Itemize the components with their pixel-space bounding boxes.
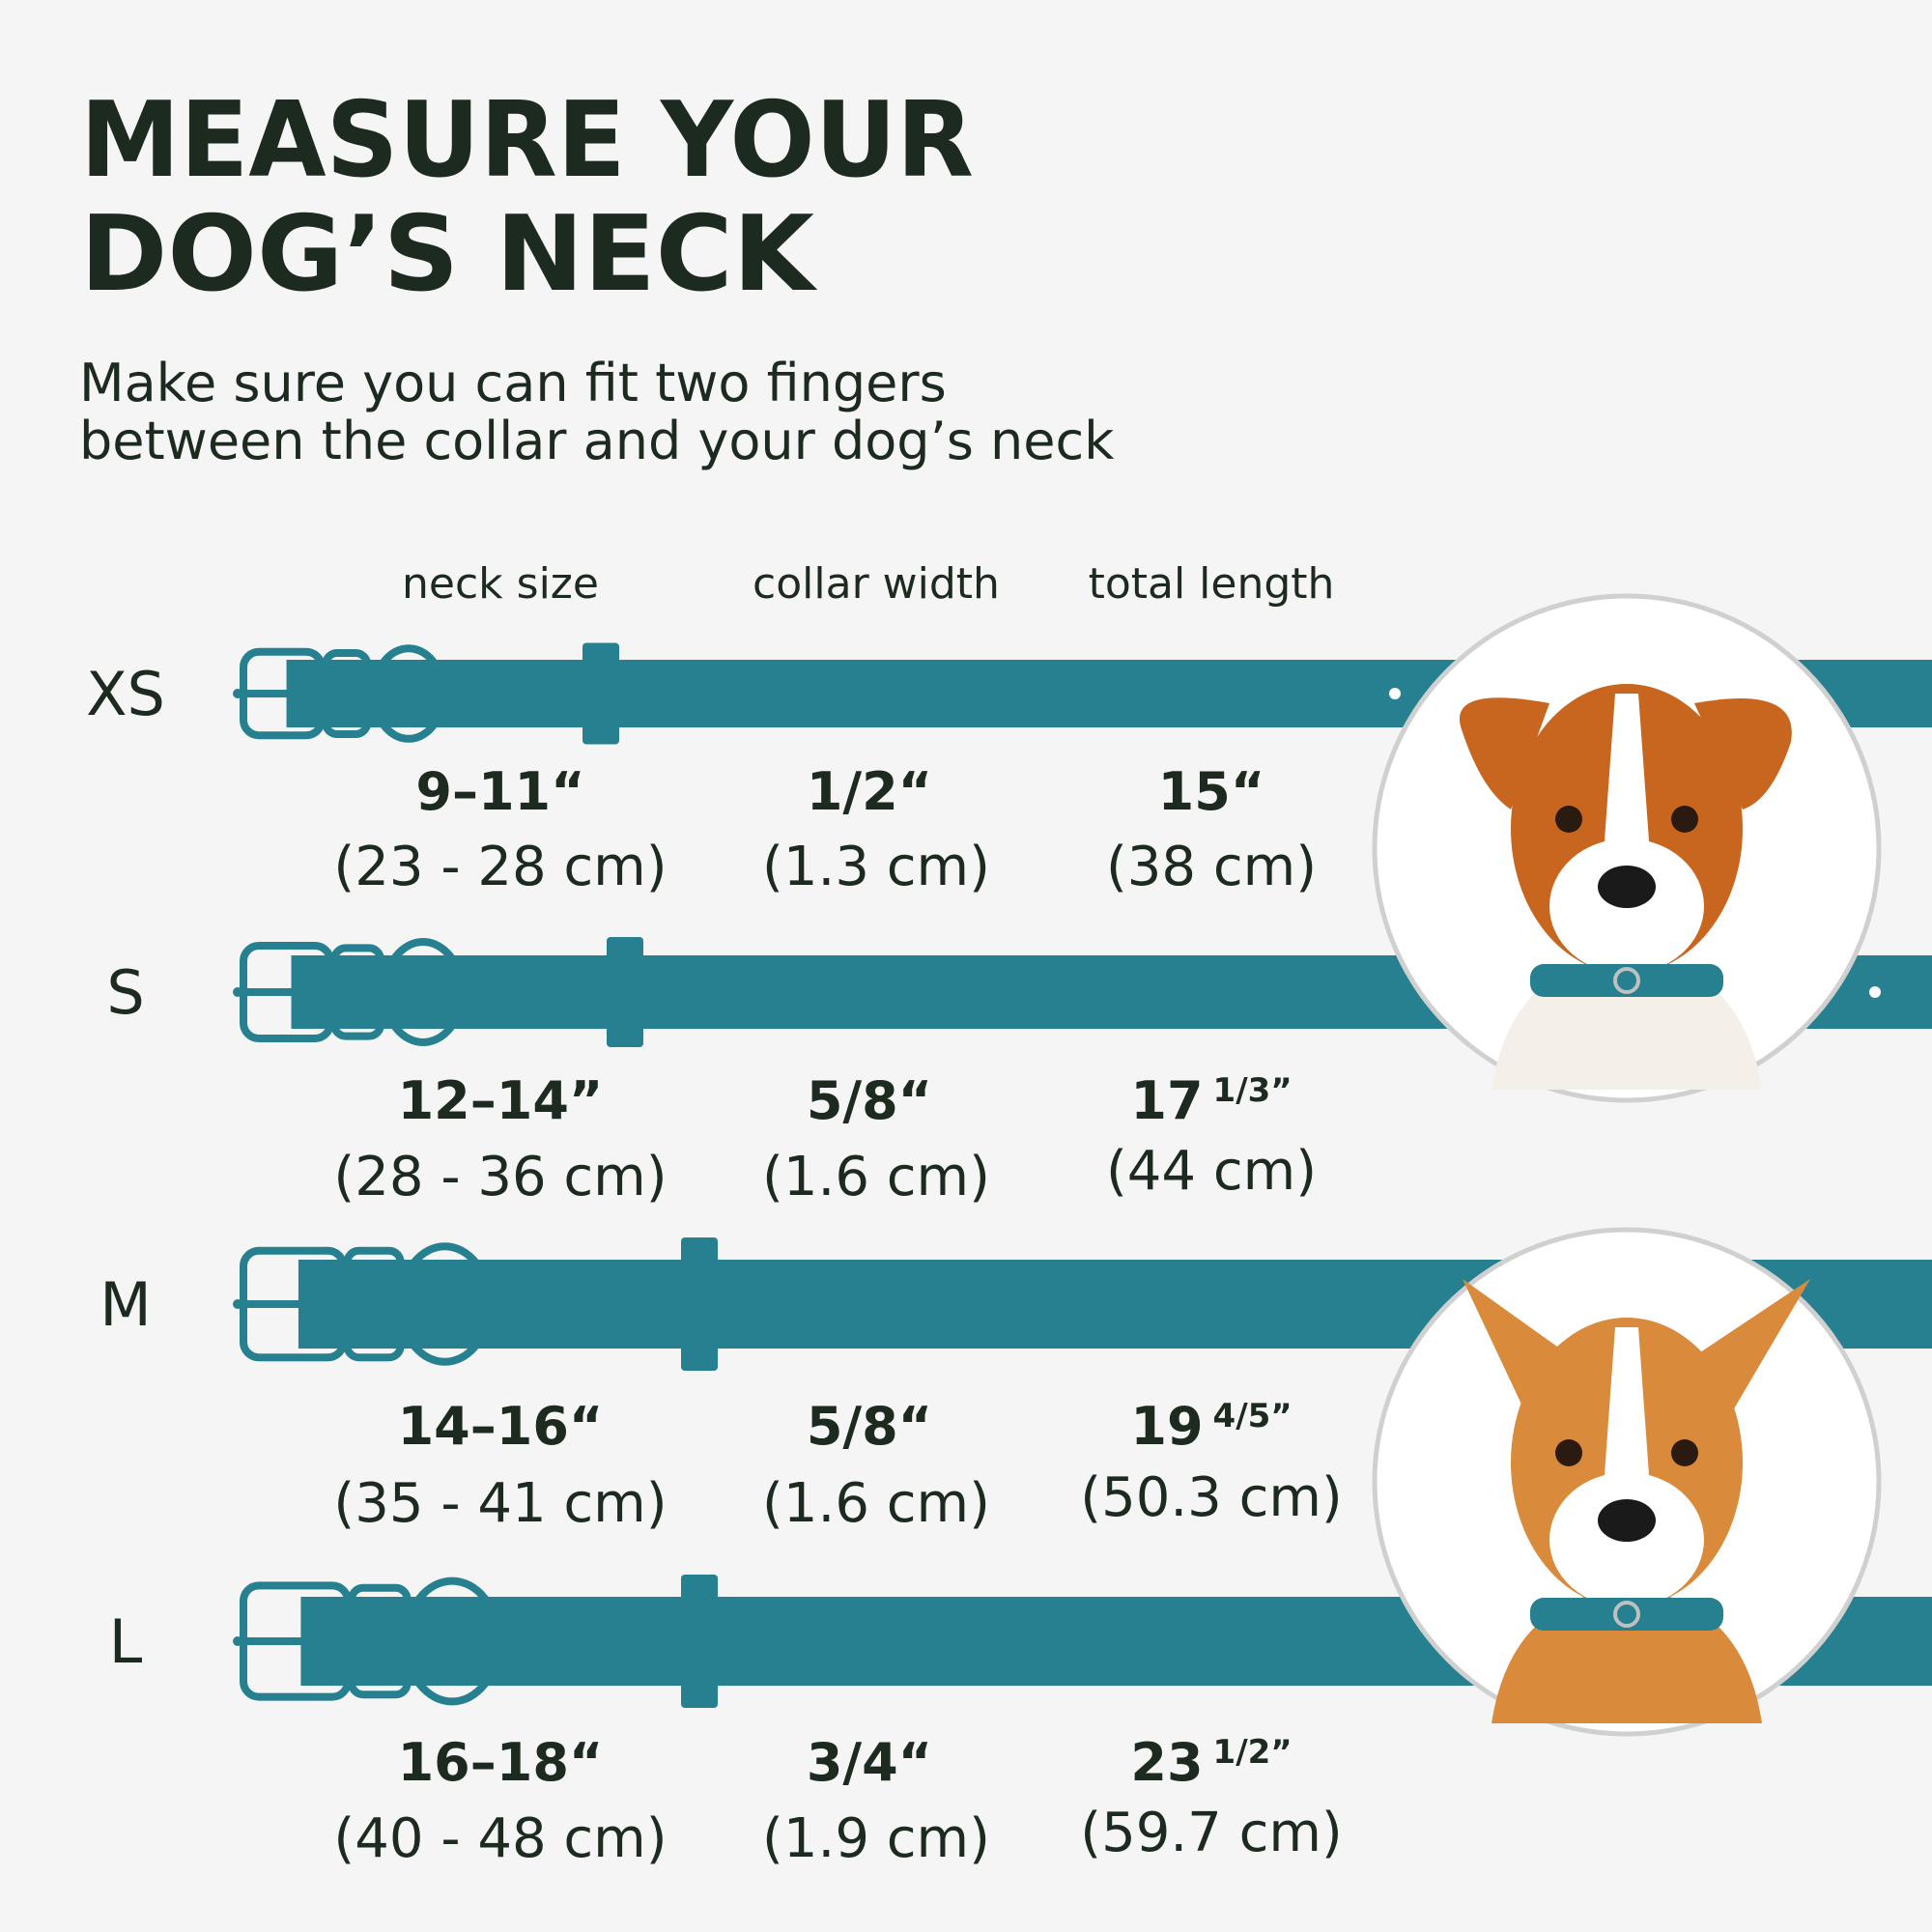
total-length-whole: 15“ [1158, 761, 1265, 822]
column-header: total length [1089, 559, 1335, 609]
size-label: M [99, 1269, 152, 1340]
total-length-whole: 23 [1130, 1732, 1203, 1793]
d-ring [381, 938, 466, 1046]
strap-hole [1869, 986, 1881, 998]
collar-width: 5/8“ [807, 1070, 932, 1131]
total-length-fraction: 4/5” [1213, 1397, 1293, 1435]
column-header: neck size [402, 559, 599, 609]
collar-width: 5/8“ [807, 1396, 932, 1457]
total-length-cm: (50.3 cm) [1080, 1466, 1343, 1529]
total-length-fraction: 1/2” [1213, 1733, 1293, 1772]
size-row: L 16–18“ (40 - 48 cm) 3/4“ (1.9 cm) 23 1/2” (59… [109, 1575, 1932, 1870]
size-label: S [106, 957, 144, 1028]
keeper [681, 1575, 718, 1708]
neck-size-cm: (40 - 48 cm) [333, 1807, 667, 1870]
neck-size: 12–14” [398, 1070, 604, 1131]
strap-loop [322, 649, 372, 738]
dog-photo [1372, 1227, 1882, 1737]
dog-eye [1671, 806, 1698, 833]
collar-width-cm: (1.6 cm) [762, 1472, 990, 1535]
subtitle: Make sure you can fit two fingers [79, 353, 947, 413]
dog-eye [1555, 1439, 1582, 1466]
dog-ear [1694, 698, 1792, 810]
total-length-cm: (59.7 cm) [1080, 1802, 1343, 1864]
dog-ear [1459, 697, 1549, 810]
size-label: XS [86, 659, 165, 729]
d-ring [402, 1577, 502, 1706]
neck-size-cm: (28 - 36 cm) [333, 1146, 667, 1208]
keeper [582, 642, 619, 745]
total-length-whole: 19 [1130, 1396, 1203, 1457]
title: DOG’S NECK [80, 194, 817, 315]
size-rows: XS 9–11“ (23 - 28 cm) 1/2“ (1.3 cm) 15“ (38 cm… [86, 642, 1932, 1870]
total-length: 15“ [1158, 761, 1265, 822]
dog-collar-ring [1613, 967, 1640, 994]
total-length-whole: 17 [1130, 1070, 1203, 1131]
collar-width-cm: (1.3 cm) [762, 836, 990, 898]
neck-size: 14–16“ [398, 1396, 604, 1457]
dog-photo [1372, 593, 1882, 1103]
collar-width: 1/2“ [807, 761, 932, 822]
total-length-fraction: 1/3” [1213, 1071, 1293, 1110]
neck-size-cm: (35 - 41 cm) [333, 1472, 667, 1535]
total-length-cm: (44 cm) [1106, 1140, 1317, 1203]
subtitle: between the collar and your dog’s neck [79, 411, 1115, 471]
keeper [681, 1237, 718, 1371]
dog-blaze [1603, 694, 1651, 867]
total-length-cm: (38 cm) [1106, 836, 1317, 898]
total-length: 17 1/3” [1130, 1070, 1292, 1131]
dog-eye [1555, 806, 1582, 833]
d-ring [370, 644, 447, 743]
neck-size-cm: (23 - 28 cm) [333, 836, 667, 898]
collar-width: 3/4“ [807, 1732, 932, 1793]
total-length: 19 4/5” [1130, 1396, 1292, 1457]
total-length: 23 1/2” [1130, 1732, 1292, 1793]
d-ring [396, 1242, 494, 1366]
collar-width-cm: (1.6 cm) [762, 1146, 990, 1208]
dog-collar-ring [1613, 1601, 1640, 1628]
dog-collar [1530, 1598, 1723, 1631]
size-label: L [109, 1606, 143, 1677]
dog-blaze [1603, 1327, 1651, 1501]
collar-width-cm: (1.9 cm) [762, 1807, 990, 1870]
neck-size: 9–11“ [415, 761, 584, 822]
title: MEASURE YOUR [80, 80, 974, 201]
dog-photos [1372, 593, 1882, 1737]
dog-eye [1671, 1439, 1698, 1466]
strap-hole [1389, 688, 1401, 699]
column-header: collar width [753, 559, 1000, 609]
dog-nose [1598, 1499, 1656, 1542]
neck-size: 16–18“ [398, 1732, 604, 1793]
keeper [607, 937, 643, 1047]
dog-nose [1598, 866, 1656, 908]
dog-collar [1530, 964, 1723, 997]
